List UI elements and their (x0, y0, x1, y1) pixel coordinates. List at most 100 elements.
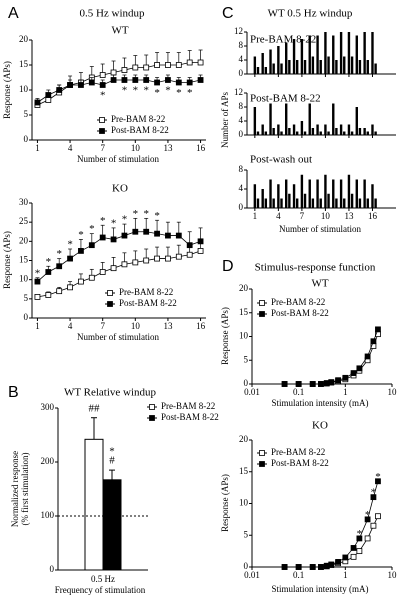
spike-bar (280, 198, 283, 208)
spike-bar (371, 32, 374, 74)
spike-bar (335, 60, 338, 74)
x-axis-label: Stimulation intensity (mA) (272, 398, 369, 408)
data-point (186, 242, 193, 249)
spike-bar (371, 124, 374, 135)
data-point (186, 59, 193, 66)
x-tick-label: 10 (388, 387, 398, 397)
legend-marker (149, 404, 155, 410)
data-point (132, 64, 139, 71)
spike-bar (269, 103, 272, 135)
y-tick-label: 25 (19, 216, 29, 226)
data-point (175, 232, 182, 239)
data-point (121, 232, 128, 239)
series-line (284, 516, 379, 568)
spike-bar (335, 198, 338, 208)
spike-bar (374, 63, 377, 74)
series-line (37, 62, 201, 106)
spike-bar (358, 60, 362, 74)
data-point (56, 263, 63, 270)
significance-mark: * (122, 214, 128, 226)
x-tick-label: 0.1 (293, 387, 304, 397)
legend-label: Pre-BAM 8-22 (119, 287, 173, 297)
data-point (45, 269, 52, 275)
x-tick-label: 0.01 (244, 387, 260, 397)
x-tick-label: 10 (131, 321, 141, 331)
y-tick-label: 200 (41, 456, 55, 466)
spike-bar (324, 174, 327, 208)
data-point (370, 338, 377, 345)
y-tick-label: 0 (244, 561, 249, 571)
legend-marker (107, 301, 113, 307)
legend-marker (259, 461, 265, 467)
x-axis-label: Number of stimulation (279, 224, 361, 234)
data-point (364, 516, 371, 523)
spike-bar (350, 193, 354, 208)
data-point (197, 238, 204, 245)
spike-bar (319, 60, 322, 74)
y-tick-label: 10 (239, 498, 249, 508)
spike-bar (285, 179, 288, 208)
series-line (37, 231, 201, 282)
data-point (175, 62, 182, 68)
spike-bar (277, 46, 280, 74)
data-point (197, 59, 204, 66)
spike-bar (358, 128, 362, 135)
spike-bar (339, 124, 343, 135)
data-point (143, 64, 150, 71)
significance-mark: * (357, 528, 363, 540)
spike-bar (285, 42, 288, 74)
y-tick-label: 10 (19, 84, 29, 94)
significance-mark: * (371, 487, 377, 499)
data-point (67, 255, 73, 262)
data-point (110, 69, 117, 76)
data-point (350, 370, 357, 376)
x-tick-label: 1 (35, 321, 40, 331)
y-axis-label: Normalized response (10, 451, 20, 527)
data-point (281, 381, 288, 387)
significance-mark: * (109, 446, 115, 458)
significance-mark: # (109, 455, 115, 467)
spike-bar (256, 131, 260, 135)
series-line (284, 481, 379, 568)
spike-bar (343, 131, 346, 135)
spike-bar (261, 124, 264, 135)
x-tick-label: 7 (100, 321, 105, 331)
data-point (78, 82, 84, 88)
data-point (370, 522, 377, 529)
spike-bar (256, 67, 260, 74)
data-point (281, 564, 288, 570)
y-tick-label: 30 (19, 197, 29, 207)
spike-bar (363, 32, 366, 74)
significance-mark: * (133, 85, 139, 97)
spike-bar (285, 103, 288, 135)
series-line (284, 329, 379, 385)
y-tick-label: 4 (239, 183, 244, 193)
data-point (99, 82, 106, 88)
x-tick-label: 0.1 (293, 570, 304, 580)
data-point (175, 253, 182, 260)
spike-bar (366, 60, 369, 74)
spike-bar (272, 63, 275, 74)
spike-bar (253, 184, 257, 208)
data-point (34, 278, 41, 285)
x-tick-label: 16 (196, 143, 206, 153)
y-tick-label: 300 (41, 402, 55, 412)
spike-bar (350, 56, 354, 74)
significance-mark: * (154, 87, 160, 99)
y-tick-label: 5 (24, 293, 29, 303)
spike-bar (303, 60, 307, 74)
data-point (132, 77, 139, 83)
spike-bar (358, 198, 362, 208)
significance-mark: * (187, 87, 193, 99)
data-point (295, 564, 302, 570)
data-point (165, 255, 171, 262)
legend-label: Post-BAM 8-22 (271, 308, 329, 318)
y-tick-label: 20 (19, 34, 29, 44)
legend-marker (107, 290, 113, 296)
data-point (364, 535, 371, 542)
data-point (78, 248, 84, 254)
y-tick-label: 20 (19, 235, 29, 245)
legend-label: Pre-BAM 8-22 (271, 297, 325, 307)
y-tick-label: 15 (239, 466, 249, 476)
spike-bar (371, 184, 374, 208)
